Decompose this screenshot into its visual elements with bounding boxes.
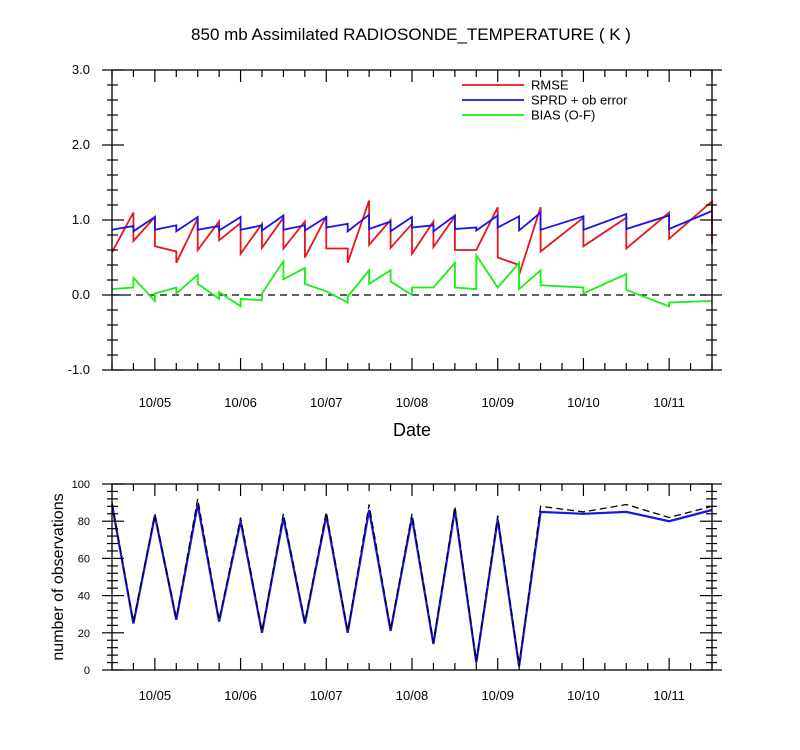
y-tick-label: 60 — [78, 553, 90, 565]
series-line-assimilated — [110, 504, 713, 667]
y-tick-label: 2.0 — [72, 137, 90, 152]
legend-label: BIAS (O-F) — [531, 108, 595, 123]
x-tick-label: 10/08 — [396, 688, 429, 703]
series-line-possible — [111, 498, 713, 665]
x-axis-label: Date — [393, 420, 431, 440]
y-tick-label: 20 — [78, 628, 90, 640]
x-tick-label: 10/07 — [310, 395, 343, 410]
legend-label: RMSE — [531, 78, 569, 93]
y-tick-label: -1.0 — [68, 362, 90, 377]
series-line-bias-o-f — [111, 252, 713, 308]
x-tick-label: 10/08 — [396, 395, 429, 410]
y-tick-label: 0.0 — [72, 287, 90, 302]
axis-ticks: 10/05 10/06 10/07 10/08 10/09 10/10 10/11 0 20 40… — [72, 479, 722, 703]
x-tick-label: 10/06 — [224, 688, 257, 703]
x-tick-label: 10/09 — [481, 688, 514, 703]
x-tick-label: 10/07 — [310, 688, 343, 703]
series-line-sprd-ob-error — [111, 210, 713, 234]
y-tick-label: 0 — [84, 665, 90, 677]
x-tick-label: 10/05 — [139, 688, 172, 703]
y-tick-label: 80 — [78, 516, 90, 528]
y-tick-label: 3.0 — [72, 62, 90, 77]
y-tick-label: 1.0 — [72, 212, 90, 227]
x-tick-label: 10/10 — [567, 395, 600, 410]
x-tick-label: 10/09 — [481, 395, 514, 410]
y-axis-label: number of observations — [50, 493, 67, 660]
x-tick-label: 10/10 — [567, 688, 600, 703]
y-tick-label: 100 — [72, 479, 90, 491]
series-lines — [111, 199, 713, 308]
series-lines — [110, 498, 713, 667]
x-tick-label: 10/05 — [139, 395, 172, 410]
x-tick-label: 10/06 — [224, 395, 257, 410]
observation-count-chart: 10/05 10/06 10/07 10/08 10/09 10/10 10/11 0 20 40… — [50, 479, 722, 703]
temperature-stats-chart: 850 mb Assimilated RADIOSONDE_TEMPERATUR… — [68, 25, 722, 440]
axis-ticks: 10/05 10/06 10/07 10/08 10/09 10/10 10/11 -1.0 0… — [68, 62, 722, 410]
x-tick-label: 10/11 — [653, 688, 685, 703]
legend-label: SPRD + ob error — [531, 93, 628, 108]
chart-title: 850 mb Assimilated RADIOSONDE_TEMPERATUR… — [191, 25, 631, 44]
y-tick-label: 40 — [78, 591, 90, 603]
x-tick-label: 10/11 — [653, 395, 685, 410]
